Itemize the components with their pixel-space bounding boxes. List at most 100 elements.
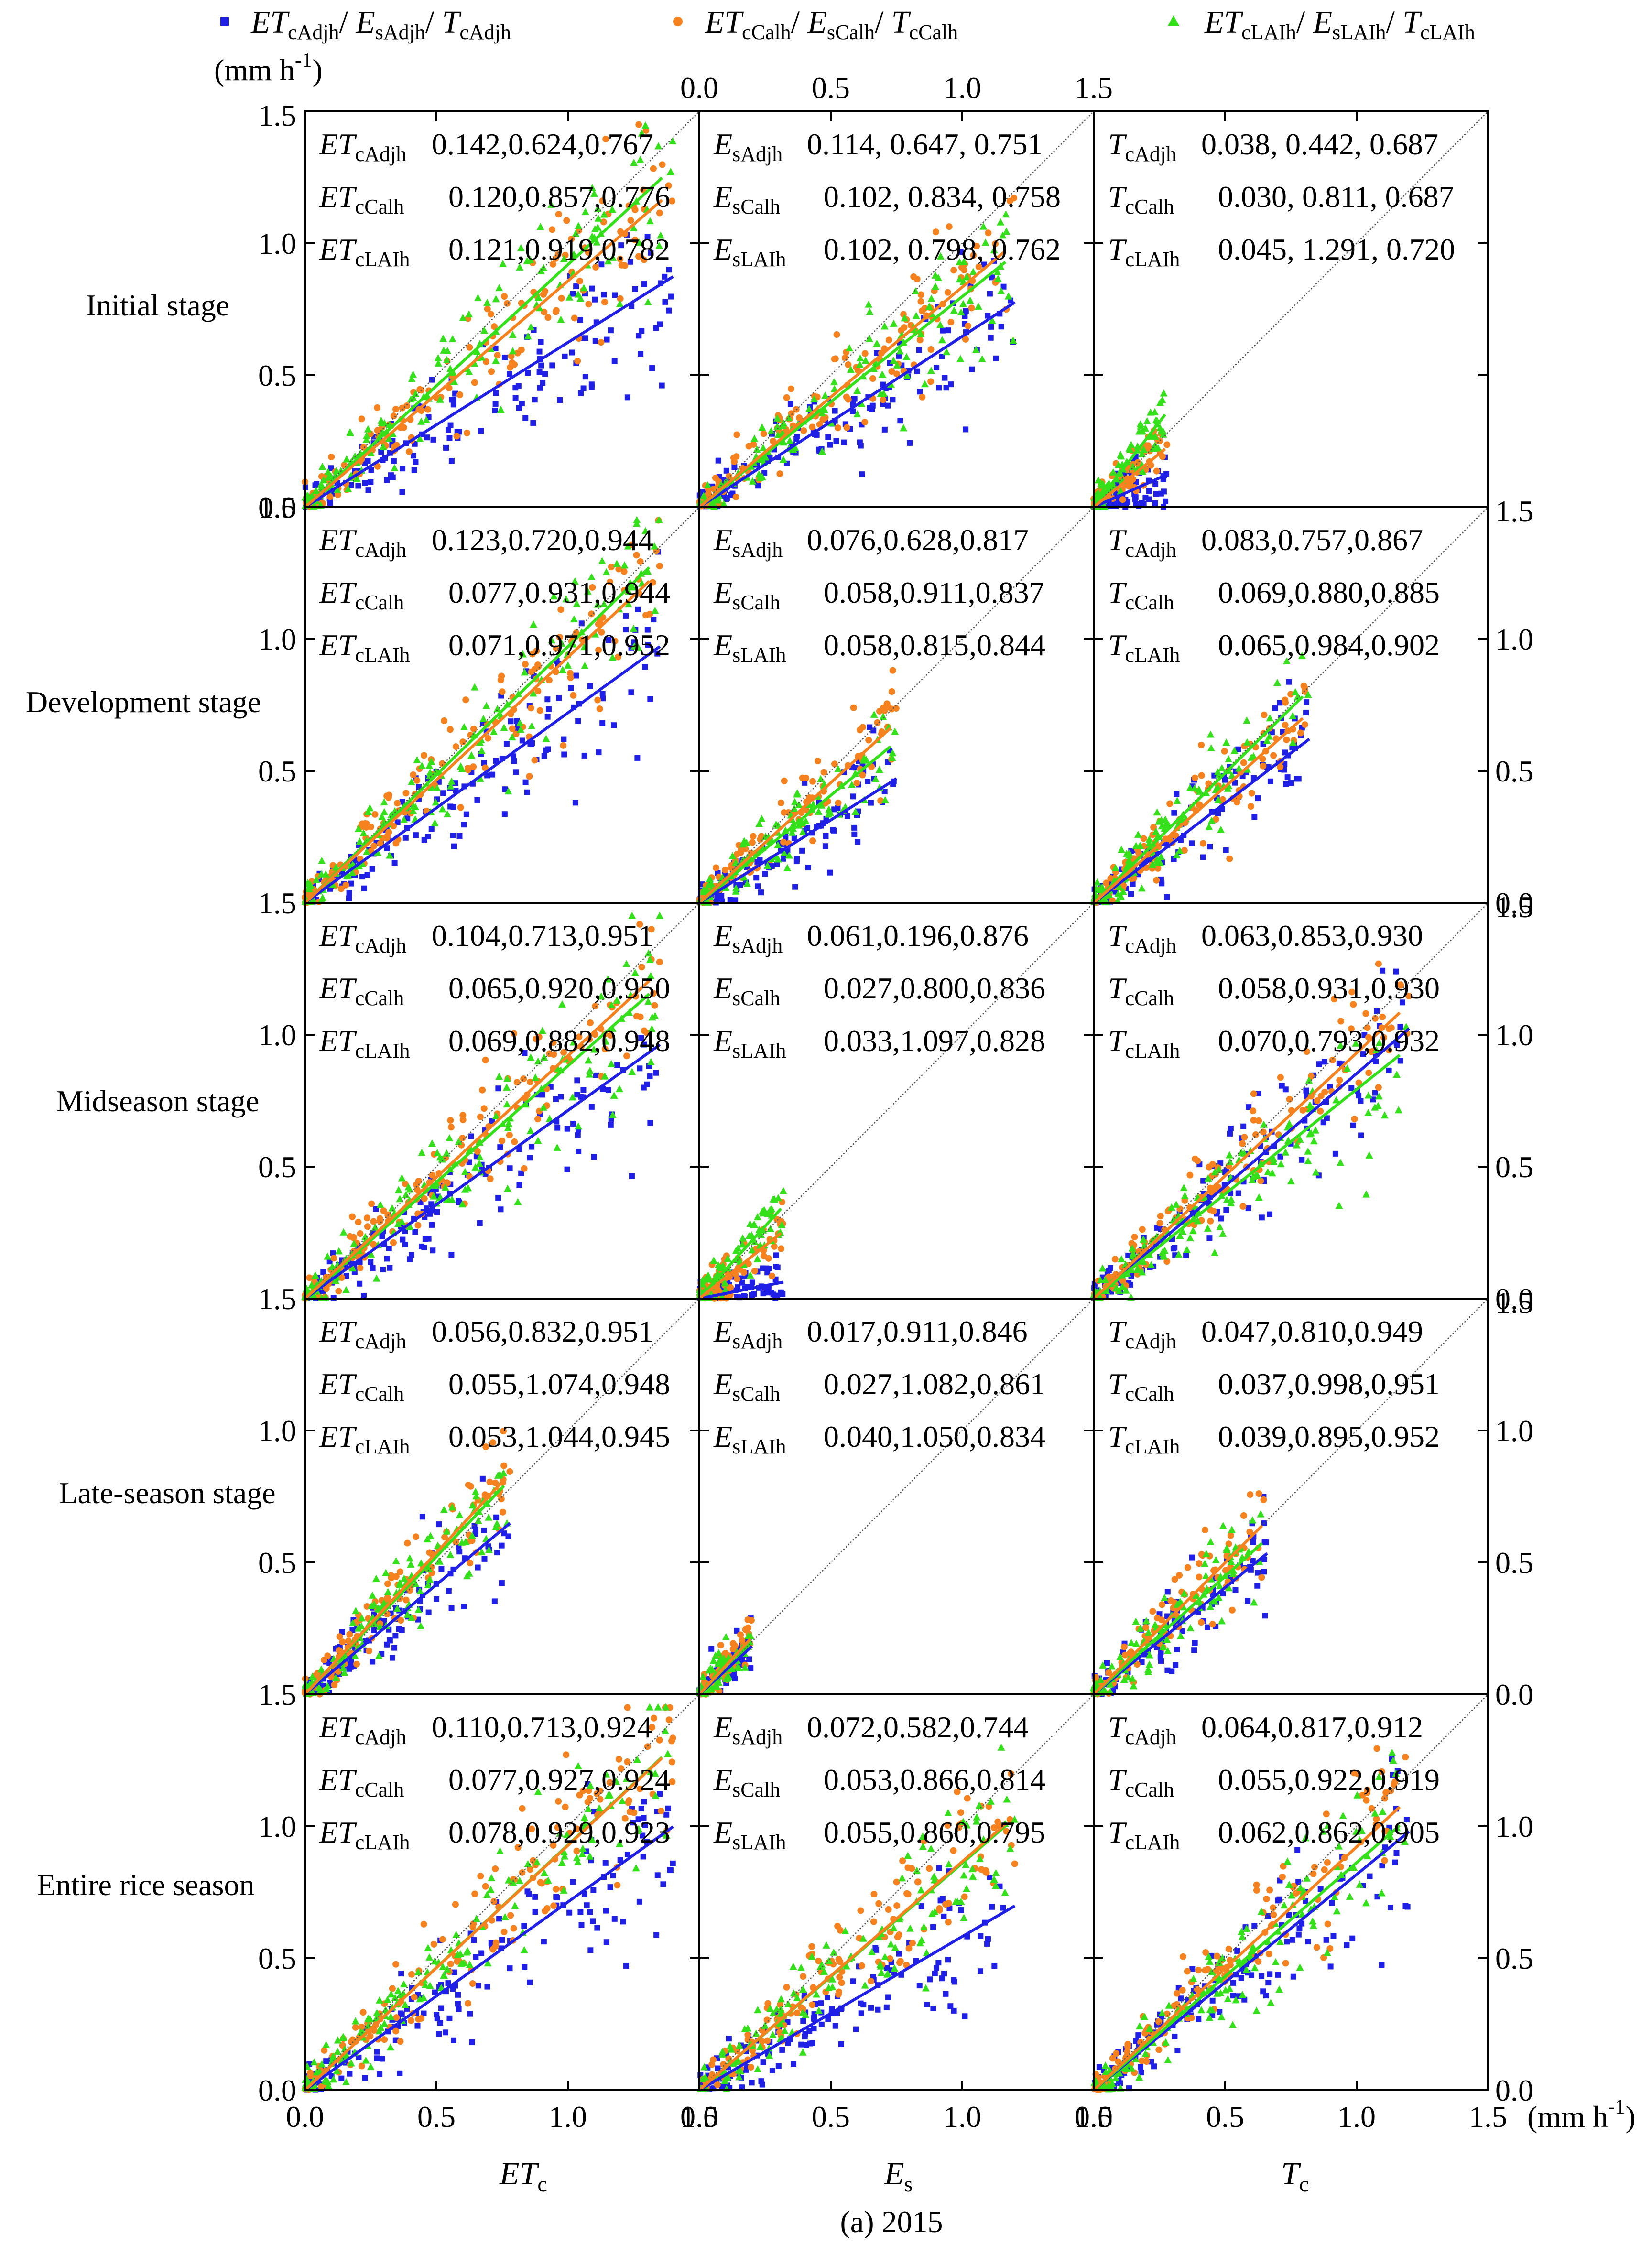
point-cal bbox=[324, 1652, 331, 1659]
point-adj bbox=[735, 1284, 741, 1290]
point-adj bbox=[827, 442, 833, 448]
point-cal bbox=[510, 1925, 517, 1932]
point-lai bbox=[721, 1279, 729, 1287]
point-adj bbox=[577, 1909, 584, 1915]
point-lai bbox=[534, 1057, 542, 1065]
point-cal bbox=[850, 704, 857, 711]
point-lai bbox=[1264, 1168, 1272, 1175]
point-cal bbox=[1336, 1077, 1343, 1084]
point-adj bbox=[580, 385, 587, 391]
point-cal bbox=[859, 771, 866, 779]
point-lai bbox=[755, 820, 763, 827]
point-adj bbox=[365, 487, 371, 493]
point-cal bbox=[650, 990, 657, 997]
point-adj bbox=[499, 1937, 505, 1943]
point-cal bbox=[420, 1920, 427, 1928]
point-lai bbox=[745, 1232, 753, 1239]
point-lai bbox=[431, 819, 439, 826]
point-adj bbox=[450, 397, 456, 403]
point-lai bbox=[615, 1085, 623, 1093]
point-lai bbox=[1115, 883, 1123, 890]
point-adj bbox=[549, 362, 555, 369]
point-lai bbox=[1235, 764, 1243, 772]
point-adj bbox=[561, 736, 567, 742]
point-adj bbox=[391, 458, 397, 464]
point-adj bbox=[1348, 1085, 1355, 1091]
point-lai bbox=[739, 840, 747, 848]
point-adj bbox=[346, 890, 352, 896]
point-lai bbox=[753, 1213, 761, 1221]
point-lai bbox=[826, 809, 834, 816]
point-adj bbox=[883, 2004, 890, 2010]
point-adj bbox=[361, 885, 368, 891]
point-lai bbox=[334, 2048, 342, 2055]
point-lai bbox=[604, 257, 612, 265]
point-cal bbox=[584, 1799, 591, 1806]
point-cal bbox=[1379, 1013, 1386, 1020]
point-lai bbox=[664, 1750, 672, 1757]
point-adj bbox=[450, 804, 456, 810]
point-cal bbox=[457, 804, 464, 811]
point-lai bbox=[534, 1137, 542, 1144]
point-cal bbox=[894, 1933, 901, 1940]
point-lai bbox=[539, 1103, 547, 1111]
point-lai bbox=[364, 807, 372, 815]
point-adj bbox=[644, 627, 651, 633]
point-cal bbox=[1261, 711, 1268, 718]
point-lai bbox=[322, 2041, 330, 2049]
point-adj bbox=[1223, 847, 1229, 853]
point-lai bbox=[1114, 889, 1122, 897]
point-cal bbox=[600, 218, 607, 226]
point-cal bbox=[712, 475, 719, 482]
point-cal bbox=[712, 864, 719, 871]
point-adj bbox=[749, 1292, 755, 1298]
point-lai bbox=[391, 464, 399, 472]
point-lai bbox=[1127, 1293, 1135, 1301]
point-cal bbox=[494, 352, 501, 359]
point-lai bbox=[460, 723, 468, 731]
point-adj bbox=[348, 482, 354, 488]
point-lai bbox=[376, 1201, 384, 1208]
point-lai bbox=[324, 1252, 332, 1260]
point-adj bbox=[890, 397, 896, 403]
point-cal bbox=[452, 1901, 459, 1908]
point-lai bbox=[1117, 487, 1125, 495]
point-cal bbox=[921, 305, 928, 312]
point-adj bbox=[1200, 1178, 1206, 1184]
point-cal bbox=[592, 1003, 599, 1010]
point-cal bbox=[620, 568, 628, 575]
point-adj bbox=[446, 2015, 453, 2021]
point-adj bbox=[632, 286, 638, 292]
point-adj bbox=[492, 345, 499, 351]
point-cal bbox=[970, 252, 977, 259]
point-cal bbox=[617, 256, 624, 263]
point-lai bbox=[785, 851, 793, 859]
point-adj bbox=[1235, 1190, 1241, 1196]
point-adj bbox=[434, 1209, 440, 1215]
point-lai bbox=[1156, 858, 1164, 866]
point-adj bbox=[1183, 1252, 1189, 1258]
point-cal bbox=[1260, 762, 1267, 770]
point-adj bbox=[575, 718, 581, 724]
point-lai bbox=[430, 1192, 438, 1200]
point-adj bbox=[774, 861, 780, 867]
point-cal bbox=[1317, 1107, 1324, 1115]
point-cal bbox=[1207, 1217, 1214, 1225]
point-lai bbox=[382, 1569, 390, 1576]
point-adj bbox=[758, 889, 764, 896]
point-cal bbox=[306, 2069, 314, 2076]
point-cal bbox=[384, 1594, 391, 1601]
point-adj bbox=[770, 1291, 776, 1298]
point-adj bbox=[562, 353, 568, 359]
point-lai bbox=[432, 798, 440, 806]
point-lai bbox=[818, 447, 826, 455]
point-lai bbox=[728, 852, 737, 859]
point-cal bbox=[1011, 1860, 1018, 1867]
point-adj bbox=[1240, 1123, 1247, 1129]
point-cal bbox=[592, 263, 599, 271]
point-lai bbox=[834, 765, 842, 772]
point-cal bbox=[760, 430, 767, 437]
point-adj bbox=[858, 2000, 864, 2006]
point-adj bbox=[570, 1120, 576, 1127]
point-lai bbox=[1364, 1108, 1372, 1116]
